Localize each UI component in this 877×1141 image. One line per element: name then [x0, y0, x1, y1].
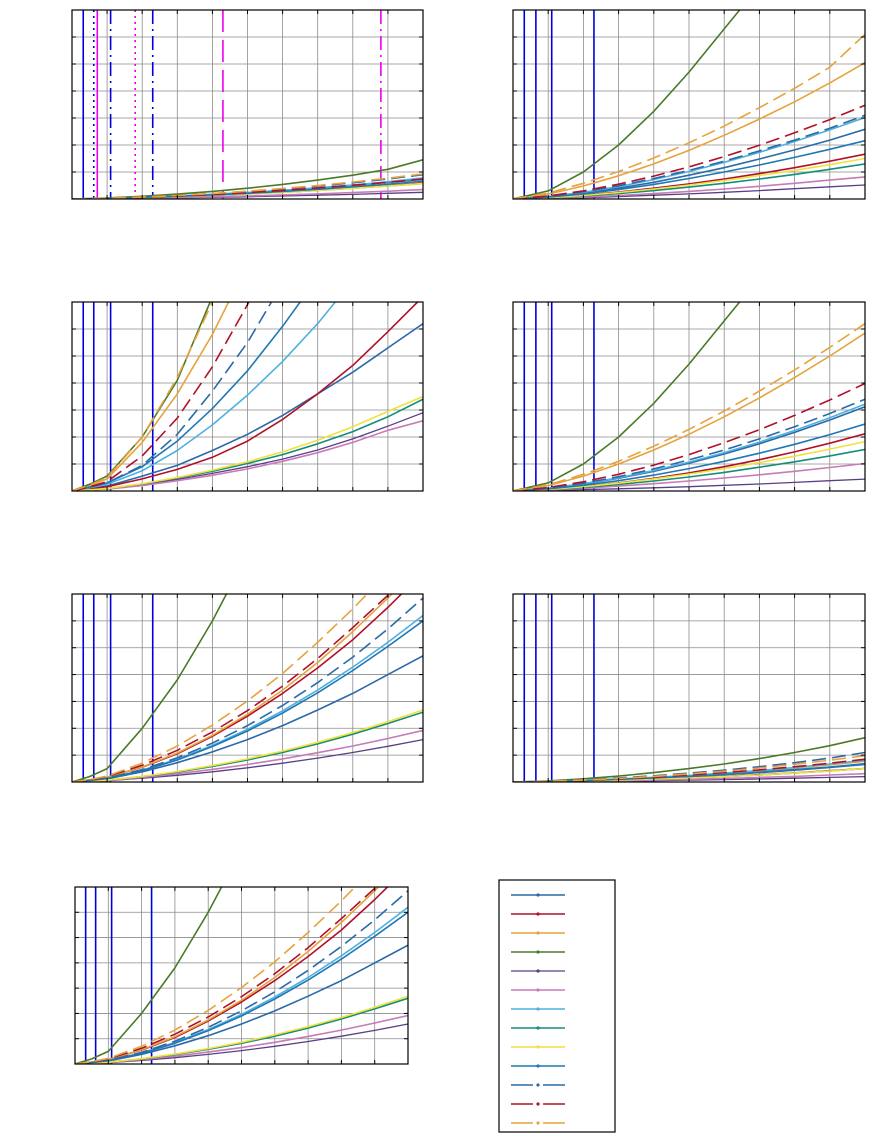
series-line-13	[75, 887, 357, 1064]
legend-entry-8	[511, 1026, 565, 1030]
chart-panel-6	[512, 593, 866, 783]
series-line-11	[513, 114, 865, 199]
legend-marker	[536, 1007, 540, 1011]
series-line-4	[72, 594, 228, 782]
legend-marker	[536, 1121, 540, 1125]
series-line-3	[72, 302, 230, 491]
plot-area	[513, 302, 865, 491]
series-line-4	[72, 302, 212, 491]
chart-panel-7	[74, 886, 409, 1065]
series-line-5	[513, 478, 865, 491]
chart-panel-3	[71, 301, 424, 492]
series-line-7	[72, 302, 337, 491]
legend-entry-13	[511, 1121, 565, 1125]
legend-entry-6	[511, 988, 565, 992]
legend-entry-7	[511, 1007, 565, 1011]
series-line-10	[72, 180, 423, 199]
series-line-12	[72, 302, 250, 491]
legend-entry-11	[511, 1083, 565, 1087]
series-line-9	[72, 395, 423, 491]
legend-entry-5	[511, 969, 565, 973]
legend-marker	[536, 1045, 540, 1049]
series-line-12	[513, 758, 865, 782]
legend-marker	[536, 912, 540, 916]
legend-entry-1	[511, 893, 565, 897]
legend-marker	[536, 893, 540, 897]
series-line-13	[72, 594, 369, 782]
series-line-10	[513, 139, 865, 199]
legend-entry-9	[511, 1045, 565, 1049]
plot-area	[75, 887, 408, 1064]
legend-marker	[536, 1083, 540, 1087]
series-line-12	[72, 178, 423, 199]
series-line-3	[513, 62, 865, 199]
series-line-4	[72, 159, 423, 199]
series-line-4	[513, 736, 865, 782]
legend-entry-10	[511, 1064, 565, 1068]
series-line-10	[513, 423, 865, 491]
plot-area	[513, 10, 865, 199]
series-line-9	[75, 995, 408, 1064]
legend-marker	[536, 950, 540, 954]
legend-box	[498, 879, 616, 1133]
series-line-13	[513, 33, 865, 199]
legend-entry-2	[511, 912, 565, 916]
series-line-7	[513, 403, 865, 491]
legend-entry-3	[511, 931, 565, 935]
series-line-11	[75, 890, 408, 1064]
series-line-12	[513, 104, 865, 199]
legend-marker	[536, 1064, 540, 1068]
chart-panel-2	[512, 9, 866, 200]
series-line-13	[72, 173, 423, 199]
series-line-10	[513, 762, 865, 782]
series-line-13	[513, 322, 865, 491]
series-line-3	[513, 332, 865, 491]
chart-panel-1	[71, 9, 424, 200]
series-line-11	[72, 302, 273, 491]
plot-area	[513, 594, 865, 782]
legend-marker	[536, 988, 540, 992]
series-line-9	[513, 440, 865, 491]
legend-marker	[536, 1026, 540, 1030]
legend	[498, 879, 616, 1133]
series-line-9	[72, 709, 423, 782]
legend-marker	[536, 1102, 540, 1106]
legend-marker	[536, 931, 540, 935]
series-line-9	[513, 157, 865, 199]
series-line-4	[75, 887, 223, 1064]
plot-area	[72, 594, 423, 782]
series-line-7	[513, 116, 865, 199]
plot-area	[72, 302, 423, 491]
series-line-12	[513, 382, 865, 491]
legend-entry-4	[511, 950, 565, 954]
series-line-11	[513, 398, 865, 491]
series-line-6	[513, 176, 865, 199]
legend-entry-12	[511, 1102, 565, 1106]
chart-panel-5	[71, 593, 424, 783]
chart-panel-4	[512, 301, 866, 492]
series-line-4	[513, 10, 741, 199]
plot-area	[72, 10, 423, 199]
series-line-11	[72, 597, 423, 782]
legend-marker	[536, 969, 540, 973]
series-line-4	[513, 302, 741, 491]
series-line-2	[72, 302, 419, 491]
